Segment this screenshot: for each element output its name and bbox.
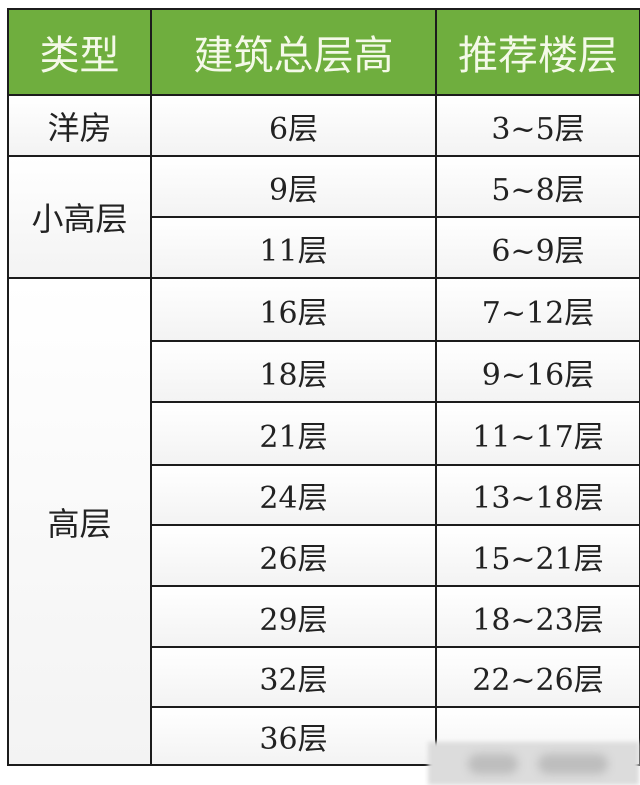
recommended-floors-cell: 5~8层 [435, 155, 640, 218]
table-row: 小高层 9层 5~8层 [7, 155, 640, 279]
header-recommended-floors: 推荐楼层 [435, 8, 640, 96]
recommended-floors-cell: 13~18层 [435, 464, 640, 526]
total-floors-cell: 11层 [150, 216, 437, 279]
table-row: 洋房 6层 3~5层 [7, 94, 640, 157]
floor-recommendation-table: 类型 建筑总层高 推荐楼层 洋房 6层 3~5层 小高层 9层 5~8层 11层 6~9层 高层… [7, 8, 640, 766]
total-floors-cell: 29层 [150, 585, 437, 648]
header-type: 类型 [7, 8, 152, 96]
total-floors-cell: 32层 [150, 646, 437, 708]
recommended-floors-cell: 9~16层 [435, 340, 640, 403]
table-row: 11层 6~9层 [8, 216, 640, 279]
recommended-floors-cell: 6~9层 [435, 216, 640, 279]
table-row: 29层 18~23层 [8, 585, 640, 648]
header-row: 类型 建筑总层高 推荐楼层 [7, 8, 640, 96]
table-row: 32层 22~26层 [8, 646, 640, 708]
total-floors-cell: 9层 [150, 155, 437, 218]
recommended-floors-cell: 22~26层 [435, 646, 640, 708]
header-total-floors: 建筑总层高 [150, 8, 437, 96]
type-cell: 高层 [7, 277, 152, 766]
type-cell: 小高层 [7, 155, 152, 279]
table-row: 18层 9~16层 [8, 340, 640, 403]
recommended-floors-cell: 7~12层 [435, 277, 640, 342]
total-floors-cell: 18层 [150, 340, 437, 403]
total-floors-cell: 24层 [150, 464, 437, 526]
total-floors-cell: 36层 [150, 706, 437, 766]
recommended-floors-cell: 11~17层 [435, 401, 640, 466]
table-row: 36层 [8, 706, 640, 766]
watermark [428, 742, 639, 785]
recommended-floors-cell: 18~23层 [435, 585, 640, 648]
total-floors-cell: 26层 [150, 524, 437, 587]
type-cell: 洋房 [7, 94, 152, 157]
total-floors-cell: 6层 [150, 94, 437, 157]
total-floors-cell: 21层 [150, 401, 437, 466]
table-row: 24层 13~18层 [8, 464, 640, 526]
recommended-floors-cell: 3~5层 [435, 94, 640, 157]
table-row: 21层 11~17层 [8, 401, 640, 466]
recommended-floors-cell: 15~21层 [435, 524, 640, 587]
total-floors-cell: 16层 [150, 277, 437, 342]
table-row: 26层 15~21层 [8, 524, 640, 587]
table-row: 高层 16层 7~12层 [7, 277, 640, 766]
